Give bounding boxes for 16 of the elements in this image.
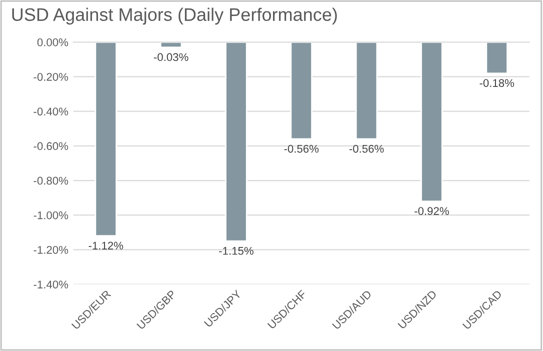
chart-title: USD Against Majors (Daily Performance): [12, 8, 337, 25]
y-tick-label: -0.60%: [34, 142, 68, 150]
data-label: -0.18%: [480, 79, 514, 87]
y-tick-label: -0.40%: [34, 108, 68, 116]
data-label: -1.12%: [88, 242, 124, 250]
data-label: -0.92%: [414, 207, 449, 215]
data-label: -0.03%: [154, 53, 188, 62]
y-tick-label: -1.00%: [34, 211, 68, 220]
y-tick-label: -0.80%: [34, 176, 68, 185]
y-tick-label: -0.20%: [34, 72, 68, 81]
y-tick-label: -1.20%: [34, 246, 68, 254]
y-tick-label: 0.00%: [37, 38, 68, 46]
y-tick-label: -1.40%: [34, 280, 68, 288]
data-label: -1.15%: [219, 246, 254, 255]
data-label: -0.56%: [349, 144, 384, 153]
data-label: -0.56%: [284, 144, 319, 153]
